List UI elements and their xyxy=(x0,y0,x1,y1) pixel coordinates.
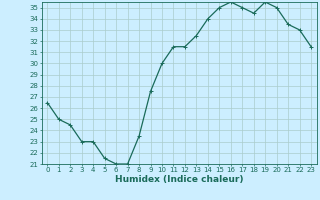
X-axis label: Humidex (Indice chaleur): Humidex (Indice chaleur) xyxy=(115,175,244,184)
